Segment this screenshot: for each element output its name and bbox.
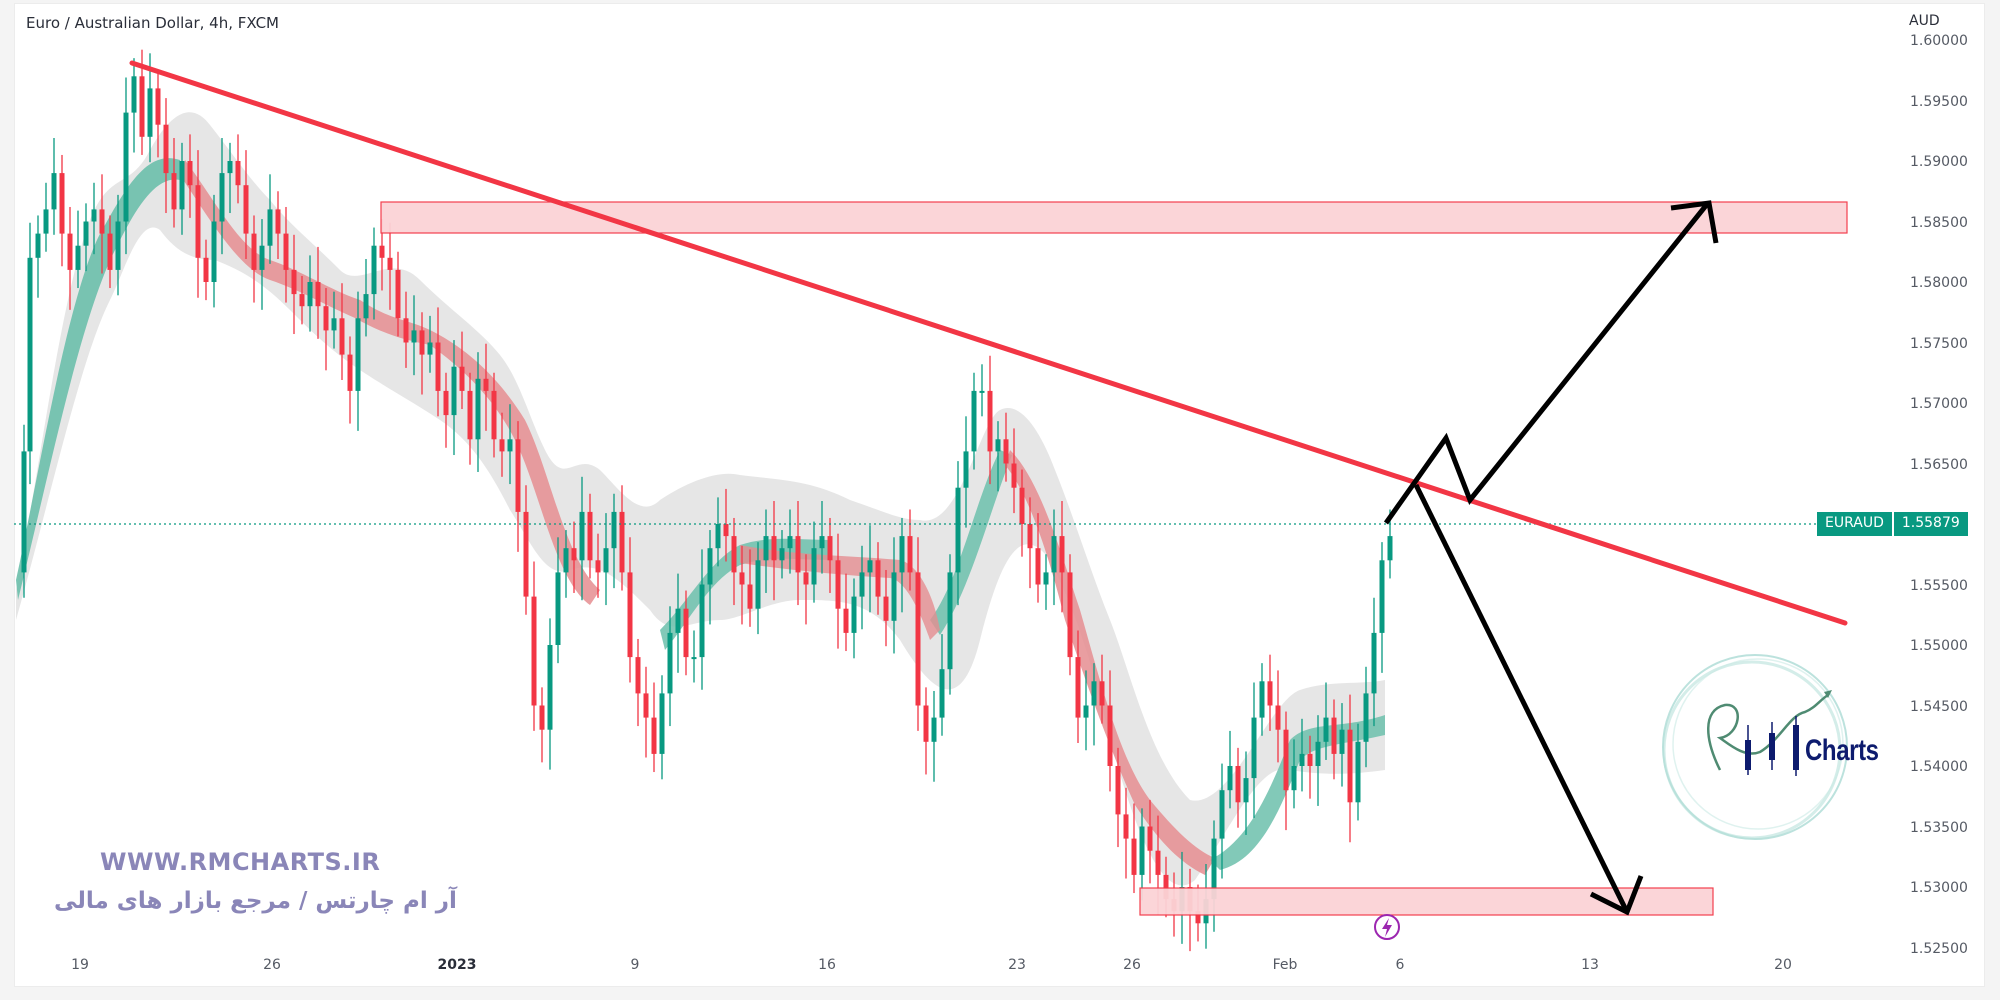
ma-ribbon-down-2 <box>430 330 600 605</box>
time-tick: 19 <box>71 957 89 973</box>
price-tick: 1.53000 <box>1910 880 1968 896</box>
bullish-scenario-arrow[interactable] <box>1383 201 1710 525</box>
price-tick: 1.58000 <box>1910 275 1968 291</box>
price-tick: 1.58500 <box>1910 214 1968 231</box>
time-tick: 26 <box>263 957 281 973</box>
bullish-arrowhead <box>1670 200 1719 244</box>
resistance-zone[interactable] <box>380 201 1848 234</box>
chart-title: Euro / Australian Dollar, 4h, FXCM <box>26 14 279 32</box>
last-price-value: 1.55879 <box>1893 512 1968 536</box>
time-tick: 26 <box>1123 957 1141 973</box>
event-lightning-icon[interactable] <box>1374 914 1400 940</box>
price-tick: 1.54500 <box>1910 698 1968 715</box>
price-tick: 1.56500 <box>1910 456 1968 473</box>
bearish-scenario-arrow[interactable] <box>1413 483 1630 914</box>
ma-ribbon-down-4 <box>1005 450 1215 875</box>
rmcharts-logo <box>1662 654 1848 840</box>
price-tick: 1.54000 <box>1910 759 1968 775</box>
time-tick: 13 <box>1581 957 1599 973</box>
price-tick: 1.52500 <box>1910 940 1968 957</box>
price-tick: 1.55000 <box>1910 638 1968 654</box>
time-tick: 2023 <box>437 957 477 973</box>
price-axis-currency: AUD <box>1909 13 1940 29</box>
price-tick: 1.59000 <box>1910 154 1968 170</box>
time-tick: 20 <box>1774 957 1792 973</box>
price-axis[interactable]: AUD <box>1885 3 1985 943</box>
price-tick: 1.57500 <box>1910 335 1968 352</box>
price-tick: 1.59500 <box>1910 93 1968 110</box>
price-tick: 1.55500 <box>1910 577 1968 594</box>
time-tick: 16 <box>818 957 836 973</box>
time-tick: 23 <box>1008 957 1026 973</box>
last-price-symbol: EURAUD <box>1817 512 1894 536</box>
logo-text: Charts <box>1805 734 1879 767</box>
price-tick: 1.60000 <box>1910 33 1968 49</box>
ma-ribbon-up-4 <box>1210 715 1385 870</box>
trendline[interactable] <box>129 60 1848 626</box>
price-tick: 1.57000 <box>1910 396 1968 412</box>
candles <box>21 49 1393 952</box>
time-tick: 6 <box>1395 957 1405 973</box>
bearish-arrowhead <box>1589 875 1644 916</box>
last-price-label: EURAUD 1.55879 <box>1817 512 1968 536</box>
ma-ribbon-up-1 <box>16 158 180 600</box>
time-tick: 9 <box>630 957 640 973</box>
watermark-tagline: آر ام چارتس / مرجع بازار های مالی <box>54 888 457 914</box>
watermark-site: WWW.RMCHARTS.IR <box>100 848 381 876</box>
time-tick: Feb <box>1272 957 1298 973</box>
price-tick: 1.53500 <box>1910 819 1968 836</box>
